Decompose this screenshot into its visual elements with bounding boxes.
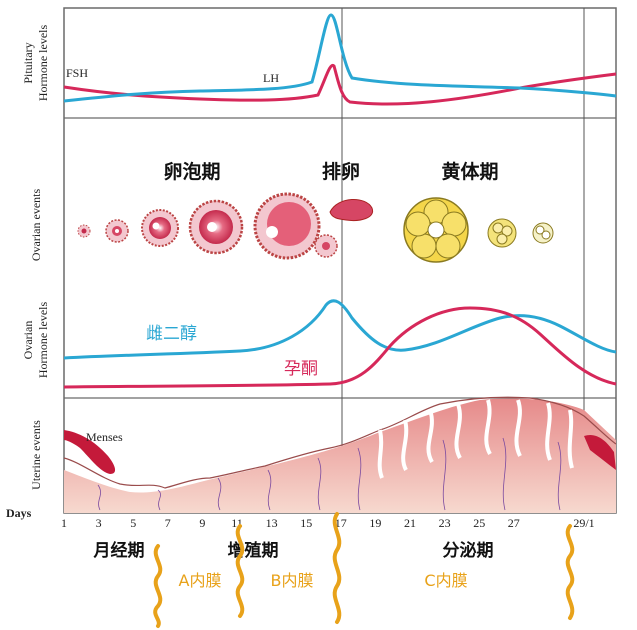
ovulation-title: 排卵 xyxy=(322,160,360,183)
estradiol-curve xyxy=(63,299,617,360)
follicle-5 xyxy=(253,192,321,260)
endometrium-b-label: B内膜 xyxy=(271,571,314,590)
menses-label: Menses xyxy=(86,430,123,444)
ovulating-follicle xyxy=(314,199,374,258)
uterine-events-label: Uterine events xyxy=(29,420,43,490)
day-tick-label: 27 xyxy=(508,516,520,530)
corpus-luteum-large xyxy=(403,197,469,263)
pituitary-label: Pituitary xyxy=(21,42,35,83)
wavy-markers xyxy=(153,512,575,628)
proliferative-phase-label: 增殖期 xyxy=(228,540,279,561)
ovarian-hormone-label: Hormone levels xyxy=(36,302,50,379)
endometrium-c-label: C内膜 xyxy=(424,571,467,590)
fsh-label: FSH xyxy=(66,66,88,80)
corpus-luteum-medium xyxy=(487,218,517,248)
ovarian-events-label: Ovarian events xyxy=(29,189,43,262)
days-label: Days xyxy=(6,506,32,520)
day-tick-label: 15 xyxy=(300,516,312,530)
luteal-phase-title: 黄体期 xyxy=(441,160,498,183)
day-tick-label: 23 xyxy=(439,516,451,530)
day-ticks: 1 3 5 7 9 11 13 15 17 19 21 23 25 27 29/1 xyxy=(61,516,595,530)
day-tick-label: 3 xyxy=(96,516,102,530)
day-tick-label: 21 xyxy=(404,516,416,530)
endometrium-illustration xyxy=(63,396,617,513)
corpus-albicans xyxy=(532,222,554,244)
lh-curve xyxy=(63,13,617,103)
follicle-4 xyxy=(188,199,244,255)
day-tick-label: 19 xyxy=(369,516,381,530)
wavy-marker-1 xyxy=(153,544,163,628)
glands xyxy=(377,399,574,479)
menses-right-blood xyxy=(584,434,616,470)
wavy-marker-3 xyxy=(332,512,342,624)
lh-label: LH xyxy=(263,71,279,85)
day-tick-label: 9 xyxy=(199,516,205,530)
estradiol-label: 雌二醇 xyxy=(146,324,197,344)
spiral-arteries xyxy=(97,437,562,511)
endometrium-base xyxy=(64,398,616,513)
day-tick-label: 25 xyxy=(473,516,485,530)
day-tick-label: 11 xyxy=(231,516,243,530)
follicular-phase-title: 卵泡期 xyxy=(163,160,220,183)
day-tick-label: 5 xyxy=(130,516,136,530)
follicle-3 xyxy=(141,209,179,247)
follicle-1 xyxy=(77,224,91,238)
endometrium-a-label: A内膜 xyxy=(179,571,222,590)
day-tick-label: 17 xyxy=(335,516,347,530)
day-tick-label: 13 xyxy=(266,516,278,530)
follicle-sequence xyxy=(77,192,554,263)
menstrual-phase-label: 月经期 xyxy=(93,540,145,561)
ovarian-label: Ovarian xyxy=(21,321,35,360)
menses-left-blood xyxy=(64,430,116,474)
day-tick-label: 29/1 xyxy=(573,516,594,530)
day-tick-label: 1 xyxy=(61,516,67,530)
pituitary-hormone-label: Hormone levels xyxy=(36,25,50,102)
secretory-phase-label: 分泌期 xyxy=(443,540,494,561)
progesterone-curve xyxy=(63,306,617,389)
fsh-curve xyxy=(63,63,617,106)
wavy-marker-2 xyxy=(235,524,245,618)
day-tick-label: 7 xyxy=(165,516,171,530)
progesterone-label: 孕酮 xyxy=(284,359,318,379)
follicle-2 xyxy=(105,219,129,243)
wavy-marker-4 xyxy=(565,524,575,620)
endometrium-surface xyxy=(63,396,617,489)
